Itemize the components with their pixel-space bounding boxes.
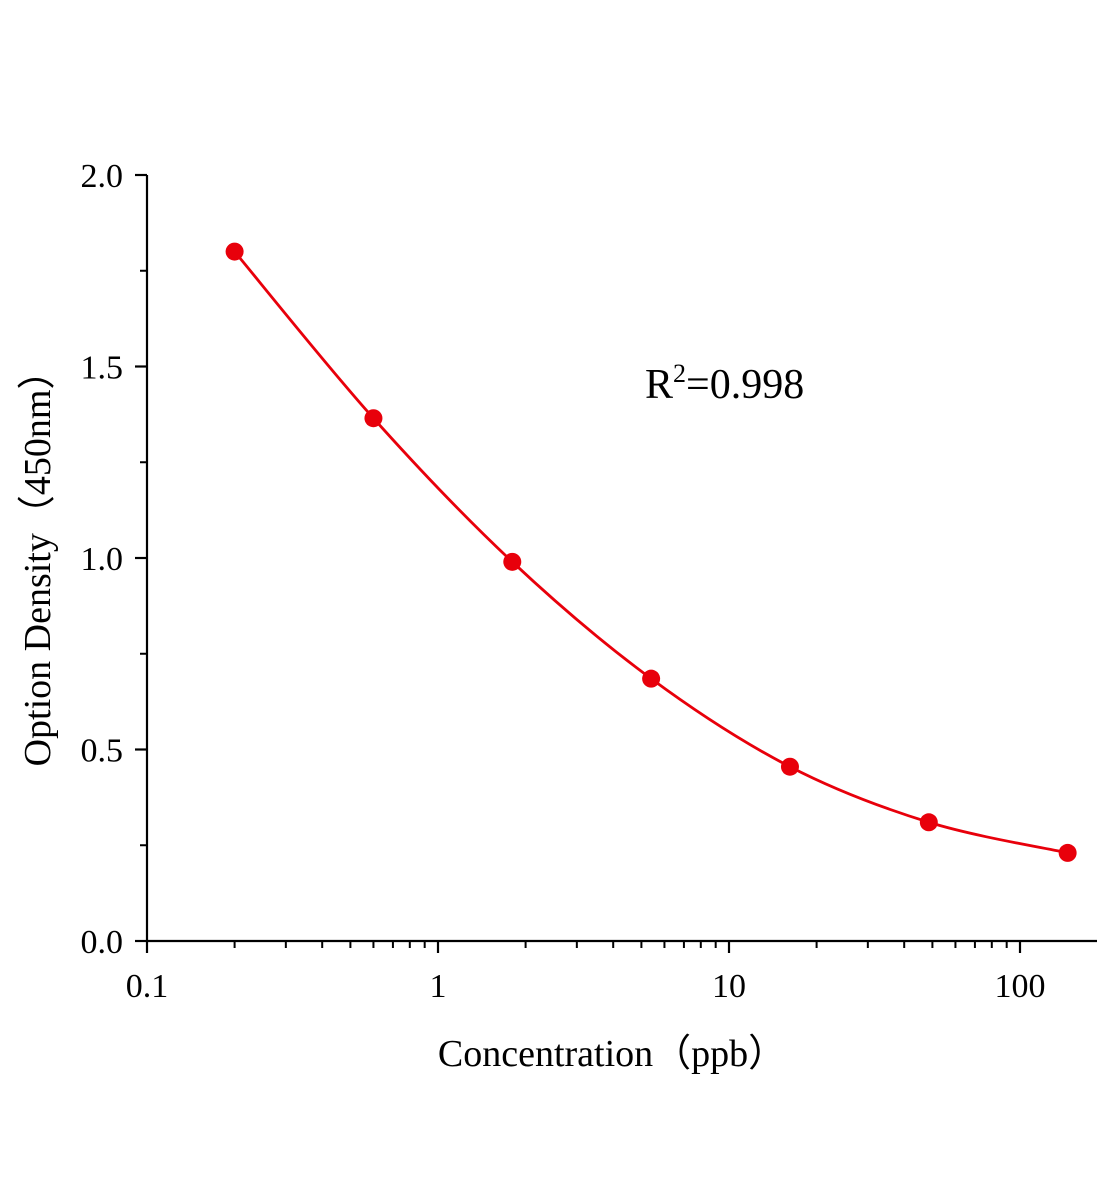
data-point bbox=[364, 409, 383, 428]
x-tick-label: 10 bbox=[712, 968, 746, 1005]
r-squared-annotation: R2=0.998 bbox=[645, 359, 804, 408]
data-point bbox=[1058, 843, 1077, 862]
fit-curve-layer bbox=[233, 250, 1068, 855]
y-tick-label: 0.0 bbox=[81, 924, 124, 961]
r-squared-prefix: R bbox=[645, 362, 673, 408]
x-axis-title: Concentration（ppb） bbox=[438, 1033, 786, 1075]
r-squared-value: =0.998 bbox=[686, 362, 804, 408]
y-tick-label: 1.5 bbox=[81, 350, 124, 387]
fit-curve bbox=[233, 250, 1068, 855]
data-point bbox=[780, 757, 799, 776]
y-axis-title: Option Density（450nm） bbox=[17, 352, 59, 767]
data-point bbox=[919, 813, 938, 832]
data-points-layer bbox=[225, 242, 1077, 862]
data-point bbox=[503, 552, 522, 571]
y-tick-label: 2.0 bbox=[81, 158, 124, 195]
x-tick-label: 1 bbox=[430, 968, 447, 1005]
x-tick-label: 0.1 bbox=[126, 968, 169, 1005]
axes bbox=[145, 175, 1097, 943]
y-ticks: 0.0 0.5 1.0 1.5 2.0 bbox=[81, 158, 147, 961]
x-ticks: 0.1 1 10 100 bbox=[126, 941, 1046, 1005]
x-tick-label: 100 bbox=[995, 968, 1046, 1005]
data-point bbox=[225, 242, 244, 261]
y-tick-label: 0.5 bbox=[81, 733, 124, 770]
r-squared-exponent: 2 bbox=[673, 359, 686, 388]
y-tick-label: 1.0 bbox=[81, 541, 124, 578]
data-point bbox=[642, 669, 661, 688]
